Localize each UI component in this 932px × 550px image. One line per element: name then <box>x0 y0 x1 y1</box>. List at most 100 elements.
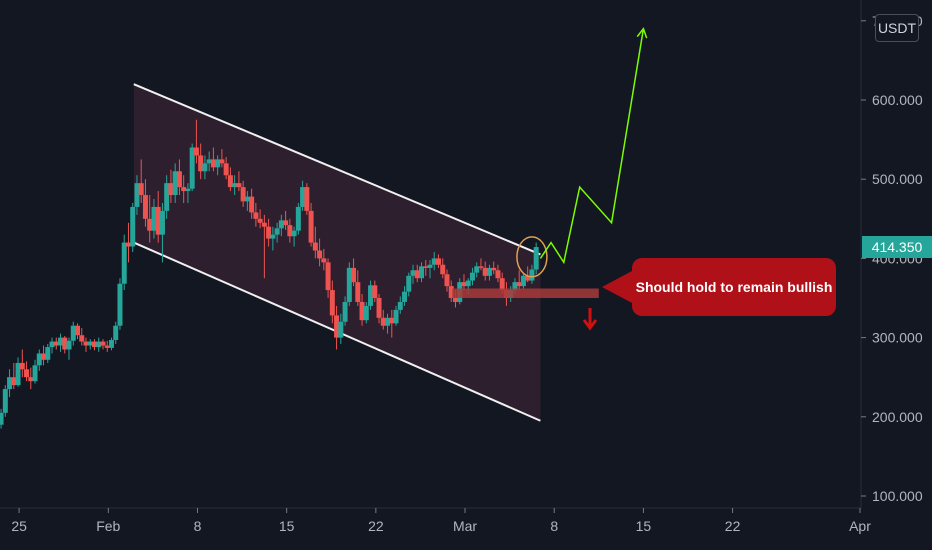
candle-body <box>142 195 148 219</box>
x-tick-label: 22 <box>725 518 741 534</box>
candle-body <box>108 339 114 348</box>
candle-body <box>62 337 68 350</box>
candle-body <box>499 278 505 291</box>
candle-body <box>138 183 144 196</box>
candle-body <box>469 272 475 281</box>
candle-body <box>478 266 484 268</box>
candle-body <box>329 290 335 316</box>
candle-body <box>28 377 34 382</box>
candle-body <box>533 247 539 270</box>
candle-body <box>45 347 51 360</box>
candle-body <box>512 282 518 291</box>
candle-body <box>325 262 331 291</box>
candle-body <box>83 341 89 346</box>
candle-body <box>423 266 429 268</box>
candle-body <box>75 325 81 336</box>
candle-body <box>168 183 174 196</box>
candle-body <box>380 317 386 326</box>
candle-body <box>100 341 106 346</box>
candle-body <box>419 266 425 279</box>
candle-body <box>32 365 38 382</box>
candle-body <box>113 325 119 340</box>
candle-body <box>24 369 30 378</box>
candle-body <box>312 242 318 251</box>
candle-body <box>283 220 289 226</box>
candle-body <box>427 264 433 268</box>
candle-body <box>253 212 259 219</box>
candle-body <box>461 282 467 287</box>
candle-body <box>193 147 199 156</box>
candle-body <box>215 159 221 168</box>
candle-body <box>376 298 382 318</box>
candle-body <box>414 270 420 279</box>
candle-body <box>355 282 361 302</box>
candles-layer <box>0 119 539 429</box>
candle-body <box>342 301 348 322</box>
candle-body <box>189 147 195 189</box>
candle-body <box>410 270 416 276</box>
candle-body <box>41 353 47 360</box>
x-tick-label: Apr <box>849 518 871 534</box>
candle-body <box>291 230 297 237</box>
candle-body <box>53 341 59 346</box>
candle-body <box>249 196 255 213</box>
candle-body <box>79 335 85 342</box>
arrow-down-icon-head <box>582 319 598 331</box>
x-tick-label: Mar <box>453 518 477 534</box>
candle-body <box>240 187 246 202</box>
candle-body <box>2 389 8 413</box>
x-tick-label: 15 <box>636 518 652 534</box>
candle-body <box>385 317 391 326</box>
candle-body <box>389 317 395 324</box>
candle-body <box>206 159 212 164</box>
y-tick-label: 300.000 <box>872 330 923 346</box>
candle-body <box>0 412 4 425</box>
candle-body <box>363 305 369 321</box>
candle-body <box>66 340 72 350</box>
candle-body <box>368 285 374 306</box>
current-price-badge: 414.350 <box>862 236 932 258</box>
projection-arrowhead <box>636 27 648 39</box>
candle-body <box>49 341 55 348</box>
candle-body <box>181 187 187 192</box>
candle-body <box>495 270 501 279</box>
channel-fill <box>133 84 541 421</box>
overlay-layer <box>452 27 648 331</box>
candle-body <box>134 183 140 207</box>
y-tick-label: 100.000 <box>872 488 923 504</box>
candle-body <box>278 220 284 229</box>
candle-body <box>125 242 131 247</box>
support-callout-text: Should hold to remain bullish <box>635 279 833 295</box>
candle-body <box>334 315 340 338</box>
candle-body <box>19 362 25 370</box>
candle-body <box>147 218 153 231</box>
candle-body <box>444 274 450 287</box>
candle-body <box>227 175 233 188</box>
candle-body <box>317 250 323 259</box>
candle-body <box>130 206 136 247</box>
x-tick-label: 25 <box>11 518 27 534</box>
candle-body <box>351 267 357 283</box>
candle-body <box>244 196 250 202</box>
candle-body <box>372 285 378 298</box>
candle-body <box>287 225 293 237</box>
candle-body <box>210 159 216 168</box>
x-tick-label: 22 <box>368 518 384 534</box>
candle-body <box>266 226 272 239</box>
candle-body <box>274 228 280 235</box>
candle-body <box>104 345 110 348</box>
candle-body <box>87 341 93 346</box>
channel-upper-line <box>133 83 541 256</box>
y-tick-label: 500.000 <box>872 171 923 187</box>
y-tick-label: 600.000 <box>872 92 923 108</box>
currency-badge[interactable]: USDT <box>875 14 919 42</box>
candle-body <box>117 283 123 326</box>
support-callout: Should hold to remain bullish <box>602 258 836 316</box>
candle-body <box>7 377 13 390</box>
candle-body <box>155 206 161 235</box>
candle-body <box>465 280 471 287</box>
candle-body <box>452 298 458 302</box>
candle-body <box>36 353 42 366</box>
candle-body <box>176 171 182 188</box>
candle-body <box>402 291 408 302</box>
